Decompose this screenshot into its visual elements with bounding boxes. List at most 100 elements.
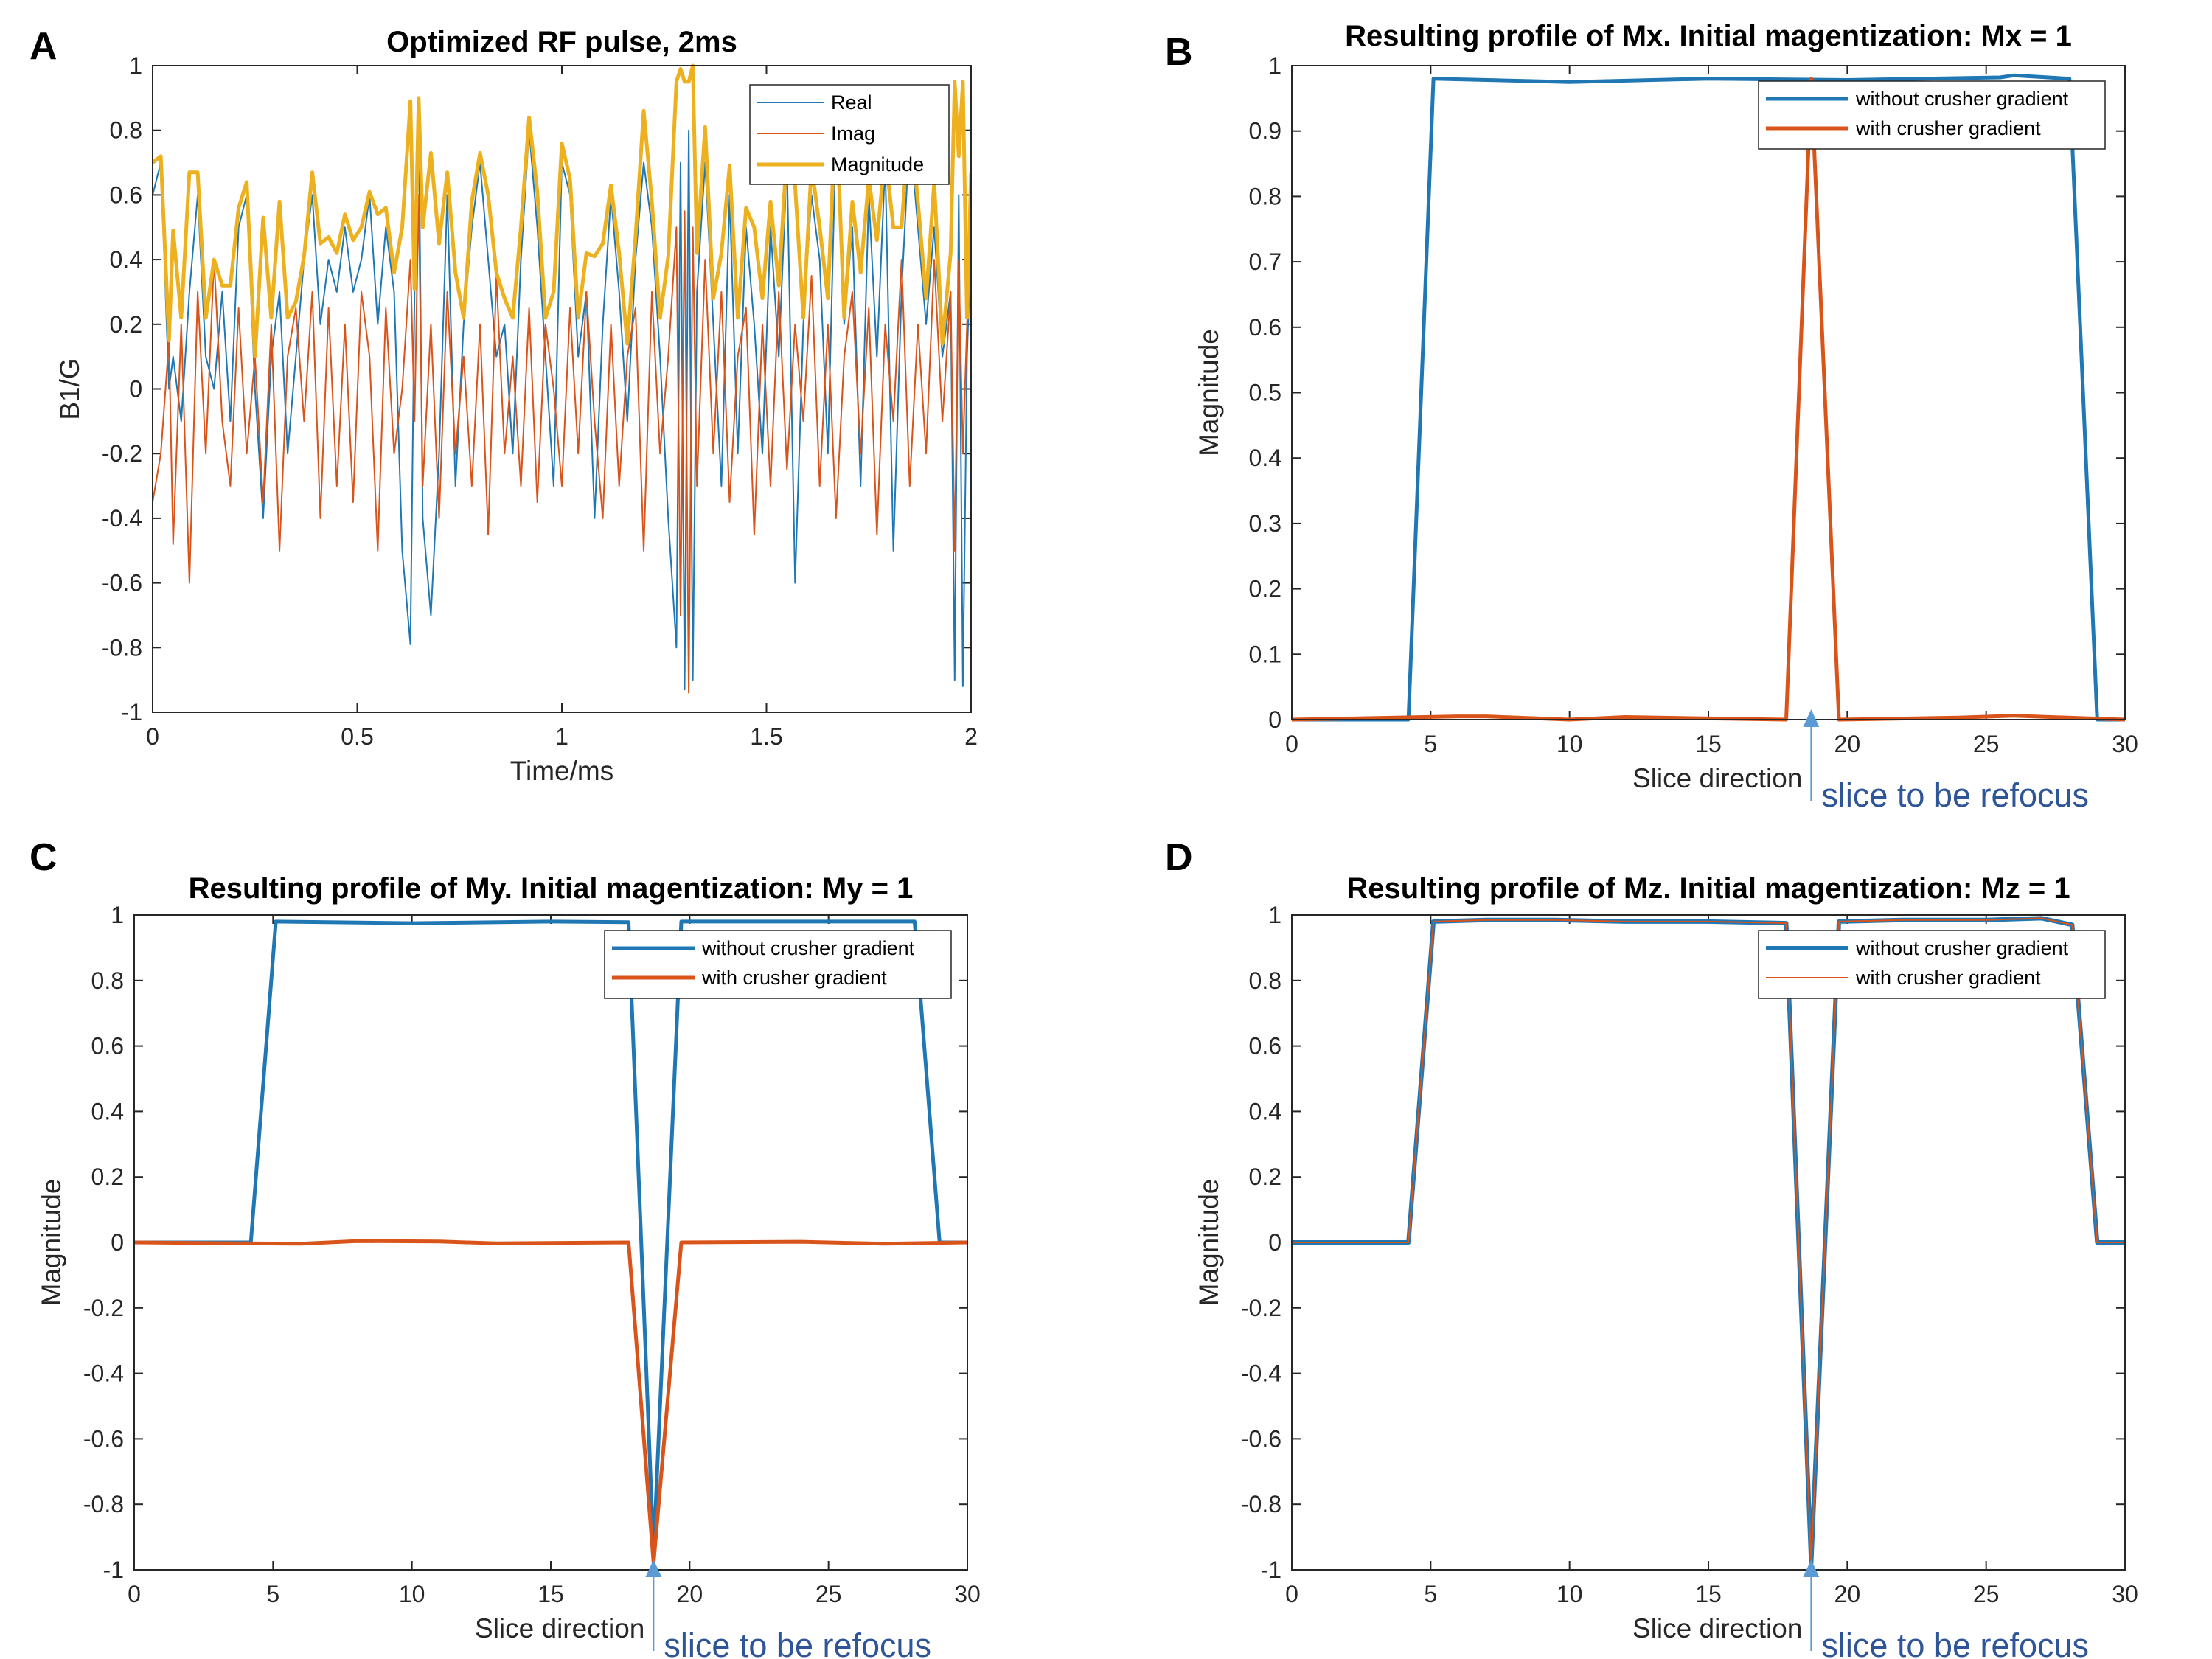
y-tick-label: -0.6 (102, 570, 142, 597)
x-tick-label: 20 (677, 1581, 703, 1607)
axes-box (133, 914, 968, 1571)
y-tick-label: -0.8 (1241, 1491, 1281, 1517)
y-tick-label: 0.6 (1249, 314, 1281, 341)
x-tick-label: 30 (2112, 1581, 2138, 1607)
y-axis-label: Magnitude (1194, 1179, 1224, 1307)
y-tick-label: 0.8 (110, 117, 142, 144)
legend-label: without crusher gradient (1855, 88, 2069, 110)
y-tick-label: 0.2 (1249, 1164, 1281, 1190)
y-tick-label: 0.2 (110, 311, 142, 338)
y-tick-label: 0.6 (1249, 1033, 1281, 1060)
legend-label: without crusher gradient (701, 937, 915, 959)
x-tick-label: 5 (1424, 1581, 1437, 1607)
panel-label-b: B (1165, 31, 1193, 74)
chart-title: Optimized RF pulse, 2ms (386, 26, 737, 58)
x-tick-label: 10 (1557, 731, 1583, 757)
y-axis-label: Magnitude (36, 1179, 66, 1307)
annotation-arrow-head (1803, 1559, 1820, 1577)
y-tick-label: 0.3 (1249, 510, 1281, 537)
y-tick-label: 0.8 (1249, 967, 1281, 994)
x-tick-label: 25 (815, 1581, 842, 1607)
y-tick-label: 0.8 (1249, 183, 1281, 209)
y-tick-label: -1 (103, 1557, 124, 1583)
x-tick-label: 30 (954, 1581, 981, 1607)
y-axis-label: Magnitude (1194, 329, 1224, 456)
x-tick-label: 25 (1973, 1581, 2000, 1607)
legend-label: with crusher gradient (701, 967, 887, 989)
y-tick-label: 0.6 (110, 181, 142, 208)
annotation-arrow-head (1803, 709, 1820, 727)
legend-box (1758, 80, 2106, 150)
x-tick-label: 20 (1834, 731, 1861, 757)
y-axis-label: B1/G (55, 358, 85, 420)
y-tick-label: 1 (129, 52, 142, 79)
legend-label: with crusher gradient (1855, 967, 2041, 989)
panel-label-d: D (1165, 836, 1193, 879)
series-line-magnitude (153, 63, 971, 359)
x-tick-label: 0 (128, 1581, 141, 1607)
annotation-text: slice to be refocus (664, 1627, 931, 1659)
x-axis-label: Time/ms (510, 756, 613, 786)
y-tick-label: 1 (111, 902, 124, 928)
legend-box (1758, 930, 2106, 999)
x-tick-label: 5 (266, 1581, 279, 1607)
y-tick-label: -0.6 (1241, 1425, 1281, 1452)
series-line-imag (153, 194, 971, 694)
x-tick-label: 15 (1695, 1581, 1722, 1607)
y-tick-label: 0.4 (1249, 1098, 1281, 1124)
x-tick-label: 30 (2112, 731, 2138, 757)
annotation-text: slice to be refocus (1821, 776, 2089, 814)
x-axis-label: Slice direction (1632, 763, 1802, 793)
chart-title: Resulting profile of My. Initial magenti… (189, 872, 914, 905)
y-tick-label: 0.8 (91, 967, 124, 994)
legend-label: Magnitude (831, 153, 924, 175)
x-tick-label: 0 (1285, 1581, 1298, 1607)
axes-box (152, 65, 972, 713)
x-tick-label: 1.5 (750, 723, 782, 750)
x-tick-label: 0 (1285, 731, 1298, 757)
legend-box (604, 930, 952, 999)
series-line-without-crusher-gradient (1292, 73, 2125, 722)
x-tick-label: 5 (1424, 731, 1437, 757)
y-tick-label: 0 (1268, 706, 1281, 733)
y-tick-label: -0.4 (83, 1360, 124, 1387)
y-tick-label: -0.2 (102, 440, 142, 467)
x-tick-label: 0.5 (341, 723, 373, 750)
x-tick-label: 15 (1695, 731, 1722, 757)
legend-box (749, 84, 950, 185)
y-tick-label: -0.6 (83, 1425, 124, 1452)
y-tick-label: 0.9 (1249, 118, 1281, 145)
y-tick-label: -1 (1261, 1557, 1281, 1583)
y-tick-label: 0.2 (1249, 576, 1281, 602)
x-tick-label: 2 (964, 723, 978, 750)
x-tick-label: 0 (146, 723, 159, 750)
x-tick-label: 10 (399, 1581, 425, 1607)
plot-area (1292, 66, 2125, 720)
y-tick-label: -0.8 (102, 634, 142, 661)
legend-label: Real (831, 91, 872, 114)
series-line-with-crusher-gradient (1292, 917, 2125, 1565)
y-tick-label: 0.5 (1249, 380, 1281, 406)
y-tick-label: 0.7 (1249, 248, 1281, 275)
legend-label: Imag (831, 122, 875, 145)
plot-area (1292, 915, 2125, 1570)
annotation-arrow-head (645, 1559, 662, 1577)
y-tick-label: 1 (1268, 902, 1281, 928)
y-tick-label: 0.2 (91, 1164, 124, 1190)
series-line-with-crusher-gradient (134, 1239, 967, 1565)
x-tick-label: 10 (1557, 1581, 1583, 1607)
chart-title: Resulting profile of Mz. Initial magenti… (1346, 872, 2070, 905)
panel-label-a: A (29, 25, 58, 68)
y-tick-label: -0.2 (1241, 1295, 1281, 1321)
y-tick-label: 0 (129, 376, 142, 403)
chart-panel-d: Resulting profile of Mz. Initial magenti… (1194, 872, 2138, 1659)
y-tick-label: 0 (1268, 1229, 1281, 1256)
annotation-text: slice to be refocus (1821, 1627, 2089, 1659)
y-tick-label: 0.1 (1249, 641, 1281, 667)
y-tick-label: 0 (111, 1229, 124, 1256)
x-tick-label: 20 (1834, 1581, 1861, 1607)
axes-box (1291, 65, 2126, 720)
y-tick-label: -1 (122, 699, 142, 726)
chart-panel-c: Resulting profile of My. Initial magenti… (36, 872, 981, 1659)
